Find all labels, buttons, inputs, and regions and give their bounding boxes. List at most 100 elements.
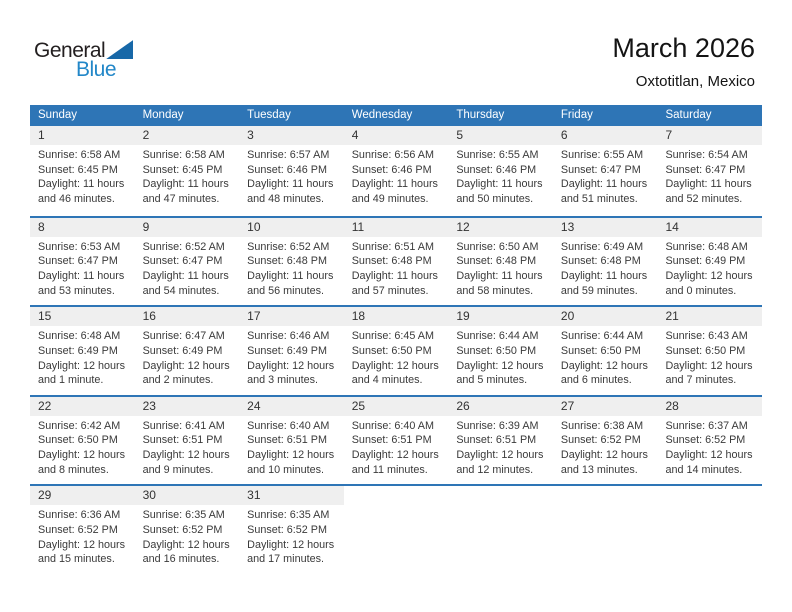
day-cell-11: 11 Sunrise: 6:51 AM Sunset: 6:48 PM Dayligh…: [343, 217, 449, 306]
sunset-line: Sunset: 6:50 PM: [38, 434, 118, 447]
day-details: Sunrise: 6:44 AM Sunset: 6:50 PM Daylight:…: [553, 326, 658, 388]
day-number: 3: [239, 126, 344, 145]
sunrise-line: Sunrise: 6:54 AM: [665, 149, 748, 161]
daylight-line-2: and 54 minutes.: [142, 284, 220, 297]
day-number: 13: [552, 217, 658, 237]
week-row-4: 22 Sunrise: 6:42 AM Sunset: 6:50 PM Dayligh…: [30, 394, 763, 485]
day-number: 5: [448, 126, 553, 145]
sunset-line: Sunset: 6:47 PM: [38, 255, 118, 268]
day-details: Sunrise: 6:38 AM Sunset: 6:52 PM Daylight:…: [553, 416, 658, 478]
daylight-line: Daylight: 11 hours: [247, 270, 334, 282]
sunset-line: Sunset: 6:49 PM: [38, 344, 118, 357]
daylight-line: Daylight: 12 hours: [142, 538, 230, 551]
sunrise-line: Sunrise: 6:47 AM: [142, 330, 225, 343]
daylight-line: Daylight: 12 hours: [560, 449, 648, 462]
day-cell-18: 18 Sunrise: 6:45 AM Sunset: 6:50 PM Dayligh…: [343, 307, 449, 395]
sunrise-line: Sunrise: 6:50 AM: [456, 240, 539, 253]
sunrise-line: Sunrise: 6:53 AM: [38, 240, 121, 253]
daylight-line-2: and 8 minutes.: [38, 463, 109, 476]
day-cell-12: 12 Sunrise: 6:50 AM Sunset: 6:48 PM Dayligh…: [448, 217, 553, 306]
day-number: 11: [343, 217, 449, 237]
sunrise-line: Sunrise: 6:57 AM: [247, 149, 330, 161]
day-number: 9: [134, 217, 240, 237]
sunset-line: Sunset: 6:52 PM: [665, 434, 746, 447]
sunrise-line: Sunrise: 6:44 AM: [560, 330, 644, 343]
sunrise-line: Sunrise: 6:55 AM: [456, 149, 539, 161]
daylight-line-2: and 46 minutes.: [38, 193, 115, 206]
weekday-label-thursday: Thursday: [456, 109, 505, 121]
day-cell-28: 28 Sunrise: 6:37 AM Sunset: 6:52 PM Dayligh…: [657, 396, 763, 485]
sunrise-line: Sunrise: 6:42 AM: [38, 419, 121, 432]
daylight-line: Daylight: 12 hours: [247, 538, 335, 551]
daylight-line: Daylight: 12 hours: [38, 449, 126, 462]
weekday-label-tuesday: Tuesday: [247, 109, 291, 121]
day-cell-empty: [344, 486, 449, 574]
daylight-line: Daylight: 12 hours: [351, 449, 439, 462]
sunrise-line: Sunrise: 6:45 AM: [351, 330, 434, 343]
sunrise-line: Sunrise: 6:43 AM: [665, 330, 748, 343]
daylight-line-2: and 14 minutes.: [665, 463, 743, 476]
day-details: Sunrise: 6:52 AM Sunset: 6:48 PM Daylight:…: [239, 237, 344, 299]
day-details: Sunrise: 6:40 AM Sunset: 6:51 PM Daylight:…: [344, 416, 449, 478]
calendar-grid: Sunday Monday Tuesday Wednesday Thursday Frid…: [30, 105, 763, 574]
day-cell-8: 8 Sunrise: 6:53 AM Sunset: 6:47 PM Daylight…: [30, 217, 135, 306]
daylight-line-2: and 6 minutes.: [560, 374, 632, 387]
sunset-line: Sunset: 6:49 PM: [247, 344, 327, 357]
day-cell-empty: [553, 486, 658, 574]
day-number: 29: [30, 486, 135, 506]
daylight-line: Daylight: 12 hours: [665, 359, 753, 372]
sunrise-line: Sunrise: 6:40 AM: [247, 419, 330, 432]
day-cell-6: 6 Sunrise: 6:55 AM Sunset: 6:47 PM Daylight…: [552, 126, 658, 216]
sunset-line: Sunset: 6:48 PM: [456, 255, 537, 268]
day-details: Sunrise: 6:48 AM Sunset: 6:49 PM Daylight:…: [657, 237, 762, 299]
day-number: 26: [448, 396, 553, 416]
daylight-line-2: and 59 minutes.: [560, 284, 638, 297]
day-cell-14: 14 Sunrise: 6:48 AM Sunset: 6:49 PM Dayligh…: [657, 217, 763, 306]
day-cell-16: 16 Sunrise: 6:47 AM Sunset: 6:49 PM Dayligh…: [134, 307, 240, 395]
sunset-line: Sunset: 6:52 PM: [247, 524, 327, 537]
day-details: Sunrise: 6:48 AM Sunset: 6:49 PM Daylight:…: [30, 326, 135, 388]
daylight-line-2: and 12 minutes.: [456, 463, 534, 476]
sunrise-line: Sunrise: 6:58 AM: [38, 149, 121, 161]
sunrise-line: Sunrise: 6:44 AM: [456, 330, 539, 343]
day-details: Sunrise: 6:58 AM Sunset: 6:45 PM Daylight:…: [135, 145, 240, 207]
day-cell-21: 21 Sunrise: 6:43 AM Sunset: 6:50 PM Dayligh…: [657, 307, 763, 395]
day-strip-empty: [344, 486, 449, 505]
daylight-line-2: and 57 minutes.: [351, 284, 429, 297]
day-details: Sunrise: 6:53 AM Sunset: 6:47 PM Daylight:…: [30, 237, 135, 299]
day-cell-4: 4 Sunrise: 6:56 AM Sunset: 6:46 PM Daylight…: [343, 126, 449, 216]
day-cell-3: 3 Sunrise: 6:57 AM Sunset: 6:46 PM Daylight…: [239, 126, 344, 216]
day-cell-1: 1 Sunrise: 6:58 AM Sunset: 6:45 PM Daylight…: [30, 126, 135, 216]
sunset-line: Sunset: 6:47 PM: [665, 163, 746, 176]
week-row-3: 15 Sunrise: 6:48 AM Sunset: 6:49 PM Dayligh…: [30, 305, 763, 395]
page-title: March 2026: [612, 33, 755, 63]
weekday-label-sunday: Sunday: [38, 109, 78, 121]
day-strip-empty: [657, 486, 762, 505]
day-cell-2: 2 Sunrise: 6:58 AM Sunset: 6:45 PM Daylight…: [134, 126, 240, 216]
daylight-line: Daylight: 11 hours: [456, 270, 543, 282]
sunrise-line: Sunrise: 6:38 AM: [560, 419, 644, 432]
day-number: 25: [343, 396, 449, 416]
title-block: March 2026 Oxtotitlan, Mexico: [612, 33, 755, 90]
sunrise-line: Sunrise: 6:52 AM: [142, 240, 225, 253]
daylight-line: Daylight: 11 hours: [665, 178, 752, 191]
daylight-line: Daylight: 12 hours: [142, 449, 230, 462]
day-details: Sunrise: 6:57 AM Sunset: 6:46 PM Daylight:…: [239, 145, 344, 207]
sunset-line: Sunset: 6:49 PM: [142, 344, 223, 357]
day-number: 22: [30, 396, 135, 416]
calendar-weeks: 1 Sunrise: 6:58 AM Sunset: 6:45 PM Daylight…: [30, 126, 763, 574]
daylight-line: Daylight: 12 hours: [456, 449, 544, 462]
day-number: 2: [134, 126, 240, 145]
day-cell-22: 22 Sunrise: 6:42 AM Sunset: 6:50 PM Dayligh…: [30, 396, 135, 485]
daylight-line-2: and 7 minutes.: [665, 374, 737, 387]
week-row-1: 1 Sunrise: 6:58 AM Sunset: 6:45 PM Daylight…: [30, 126, 763, 216]
day-details: Sunrise: 6:44 AM Sunset: 6:50 PM Daylight:…: [448, 326, 553, 388]
daylight-line: Daylight: 12 hours: [351, 359, 439, 372]
daylight-line-2: and 3 minutes.: [247, 374, 318, 387]
daylight-line: Daylight: 11 hours: [456, 178, 543, 191]
day-cell-29: 29 Sunrise: 6:36 AM Sunset: 6:52 PM Dayligh…: [30, 486, 135, 574]
sunset-line: Sunset: 6:50 PM: [560, 344, 641, 357]
daylight-line: Daylight: 11 hours: [142, 270, 229, 282]
sunrise-line: Sunrise: 6:36 AM: [38, 509, 121, 522]
